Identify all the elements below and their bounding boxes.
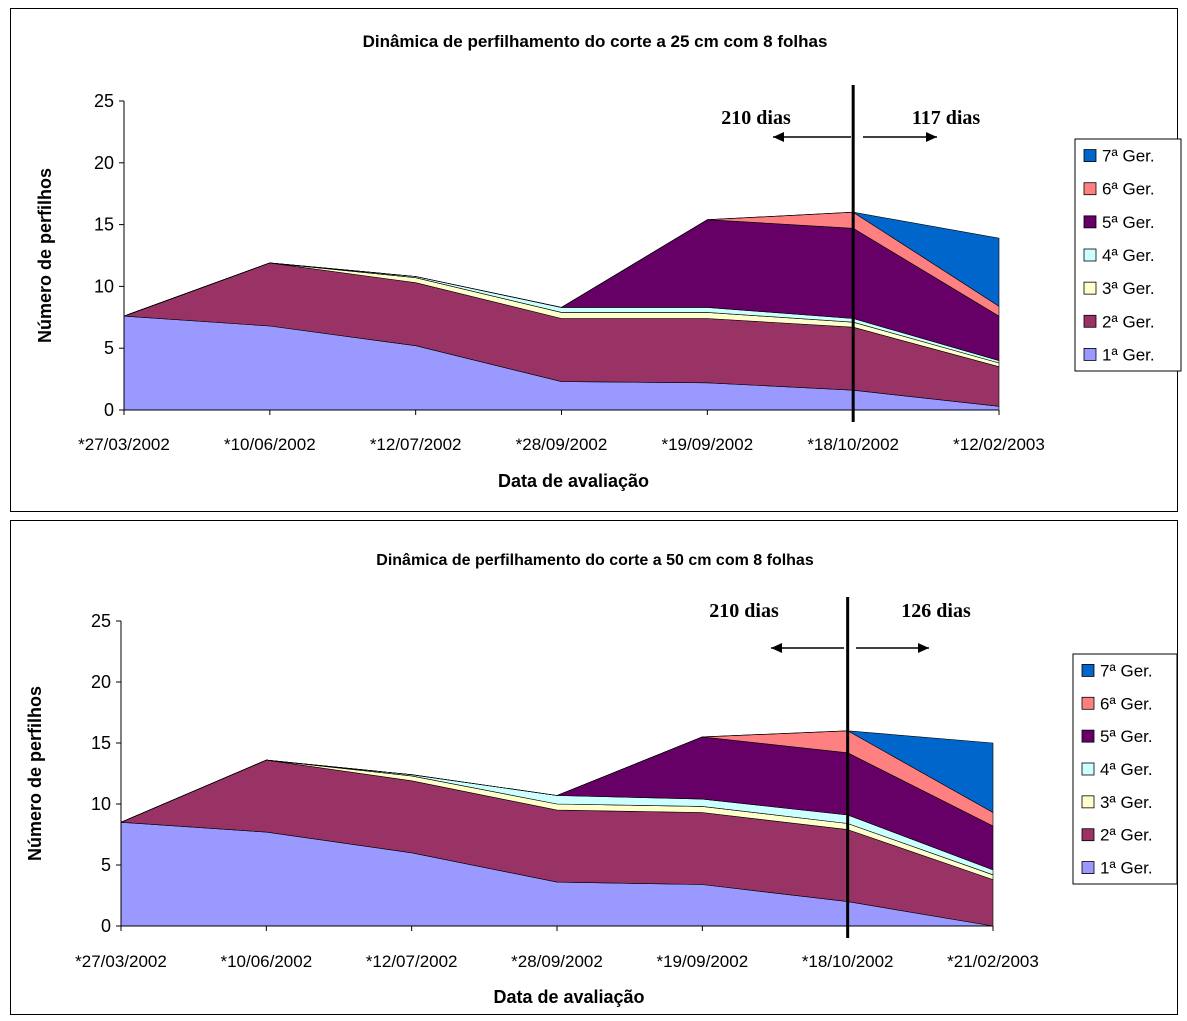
y-tick-label: 5 bbox=[101, 855, 111, 875]
legend-label: 6ª Ger. bbox=[1100, 694, 1153, 713]
legend-label: 3ª Ger. bbox=[1100, 793, 1153, 812]
chart-1: Dinâmica de perfilhamento do corte a 25 … bbox=[35, 32, 1182, 491]
x-tick-label: *27/03/2002 bbox=[78, 435, 170, 454]
legend-swatch bbox=[1081, 762, 1095, 776]
legend-label: 7ª Ger. bbox=[1102, 147, 1155, 166]
x-tick-label: *28/09/2002 bbox=[511, 952, 603, 971]
y-tick-label: 25 bbox=[91, 611, 111, 631]
y-tick-label: 10 bbox=[91, 794, 111, 814]
right-arrow-head bbox=[918, 643, 929, 653]
chart-1-frame: Dinâmica de perfilhamento do corte a 25 … bbox=[10, 8, 1182, 512]
x-tick-label: *19/09/2002 bbox=[661, 435, 753, 454]
legend-swatch bbox=[1083, 348, 1097, 361]
x-tick-label: *12/07/2002 bbox=[366, 952, 458, 971]
legend-swatch bbox=[1081, 795, 1095, 809]
x-tick-label: *12/07/2002 bbox=[370, 435, 462, 454]
legend-label: 5ª Ger. bbox=[1102, 213, 1155, 232]
x-tick-label: *27/03/2002 bbox=[75, 952, 167, 971]
legend-label: 2ª Ger. bbox=[1100, 826, 1153, 845]
x-tick-label: *10/06/2002 bbox=[220, 952, 312, 971]
x-tick-label: *10/06/2002 bbox=[224, 435, 316, 454]
legend-label: 1ª Ger. bbox=[1102, 345, 1155, 364]
legend-label: 1ª Ger. bbox=[1100, 859, 1153, 878]
x-tick-label: *21/02/2003 bbox=[947, 952, 1039, 971]
legend-label: 3ª Ger. bbox=[1102, 279, 1155, 298]
y-axis-title: Número de perfilhos bbox=[35, 168, 55, 343]
legend-swatch bbox=[1083, 314, 1097, 328]
legend-swatch bbox=[1083, 281, 1097, 295]
right-arrow-head bbox=[926, 132, 937, 142]
legend-label: 4ª Ger. bbox=[1100, 760, 1153, 779]
x-tick-label: *18/10/2002 bbox=[807, 435, 899, 454]
annotation-label: 117 dias bbox=[912, 107, 981, 129]
y-tick-label: 5 bbox=[104, 338, 114, 358]
annotation-label: 210 dias bbox=[721, 107, 791, 129]
annotation-label: 126 dias bbox=[901, 600, 971, 622]
legend-swatch bbox=[1081, 664, 1095, 677]
y-tick-label: 0 bbox=[101, 916, 111, 936]
legend-swatch bbox=[1083, 215, 1097, 229]
legend-swatch bbox=[1081, 696, 1095, 710]
y-tick-label: 10 bbox=[94, 276, 114, 296]
chart-2-frame: Dinâmica de perfilhamento do corte a 50 … bbox=[10, 520, 1178, 1015]
area-series-7 bbox=[123, 211, 1000, 317]
left-arrow-head bbox=[773, 132, 784, 142]
legend-label: 4ª Ger. bbox=[1102, 246, 1155, 265]
annotation-label: 210 dias bbox=[709, 600, 779, 622]
x-axis-title: Data de avaliação bbox=[498, 471, 649, 491]
legend-swatch bbox=[1083, 248, 1097, 262]
y-tick-label: 15 bbox=[91, 733, 111, 753]
left-arrow-head bbox=[771, 643, 782, 653]
y-axis-title: Número de perfilhos bbox=[25, 686, 45, 861]
y-tick-label: 20 bbox=[91, 672, 111, 692]
area-series-7 bbox=[120, 730, 994, 823]
legend-label: 5ª Ger. bbox=[1100, 727, 1153, 746]
x-tick-label: *18/10/2002 bbox=[802, 952, 894, 971]
x-axis-title: Data de avaliação bbox=[493, 987, 644, 1007]
legend-swatch bbox=[1083, 182, 1097, 196]
legend-label: 2ª Ger. bbox=[1102, 312, 1155, 331]
y-tick-label: 20 bbox=[94, 153, 114, 173]
legend-label: 6ª Ger. bbox=[1102, 180, 1155, 199]
legend-swatch bbox=[1081, 729, 1095, 743]
legend-swatch bbox=[1081, 861, 1095, 874]
y-tick-label: 0 bbox=[104, 400, 114, 420]
chart-2: Dinâmica de perfilhamento do corte a 50 … bbox=[25, 552, 1178, 1007]
y-tick-label: 15 bbox=[94, 215, 114, 235]
legend-swatch bbox=[1083, 149, 1097, 162]
legend-swatch bbox=[1081, 828, 1095, 842]
chart-title: Dinâmica de perfilhamento do corte a 25 … bbox=[363, 32, 828, 51]
x-tick-label: *12/02/2003 bbox=[953, 435, 1045, 454]
chart-title: Dinâmica de perfilhamento do corte a 50 … bbox=[376, 552, 814, 569]
legend-label: 7ª Ger. bbox=[1100, 661, 1153, 680]
x-tick-label: *28/09/2002 bbox=[516, 435, 608, 454]
x-tick-label: *19/09/2002 bbox=[656, 952, 748, 971]
y-tick-label: 25 bbox=[94, 91, 114, 111]
